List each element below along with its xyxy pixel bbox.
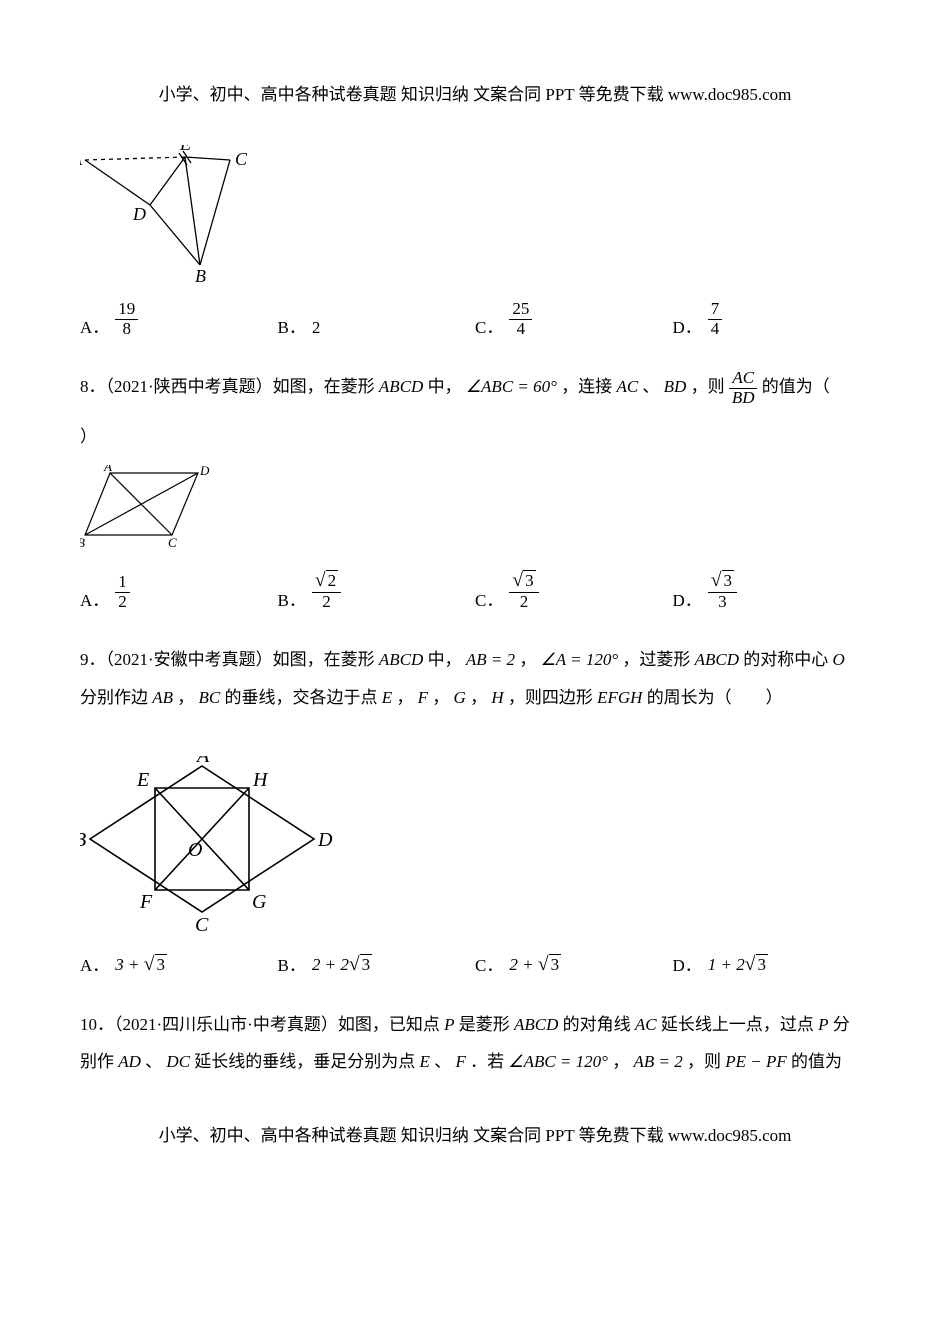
q9-option-c: C． 2 + 3 <box>475 951 673 976</box>
q10-text: 10．（2021·四川乐山市·中考真题）如图，已知点 P 是菱形 ABCD 的对… <box>80 1006 870 1081</box>
q8-figure: A D B C <box>80 465 220 555</box>
q9-option-b: B． 2 + 23 <box>278 951 476 976</box>
fraction: 19 8 <box>115 300 138 338</box>
pt-B: B <box>195 266 206 285</box>
q7-figure: A E C D B <box>80 145 255 285</box>
opt-label: A． <box>80 586 109 611</box>
q7-option-c: C． 25 4 <box>475 300 673 338</box>
fraction: 3 3 <box>708 570 737 611</box>
pt-B: B <box>80 829 86 851</box>
pt-E: E <box>136 769 149 791</box>
opt-label: C． <box>475 586 503 611</box>
q8-options: A． 1 2 B． 2 2 C． 3 2 D． 3 3 <box>80 570 870 611</box>
q9-options: A． 3 + 3 B． 2 + 23 C． 2 + 3 D． 1 + 23 <box>80 951 870 976</box>
pt-C: C <box>235 149 248 169</box>
opt-label: A． <box>80 951 109 976</box>
opt-label: B． <box>278 313 306 338</box>
opt-label: C． <box>475 951 503 976</box>
q7-option-d: D． 7 4 <box>673 300 871 338</box>
fraction: 25 4 <box>509 300 532 338</box>
pt-D: D <box>132 204 146 224</box>
q9-option-d: D． 1 + 23 <box>673 951 871 976</box>
fraction: 7 4 <box>708 300 723 338</box>
opt-label: A． <box>80 313 109 338</box>
pt-G: G <box>252 891 267 913</box>
opt-label: D． <box>673 313 702 338</box>
page-footer: 小学、初中、高中各种试卷真题 知识归纳 文案合同 PPT 等免费下载 www.d… <box>80 1121 870 1146</box>
q8-close: ） <box>80 418 870 455</box>
q9-text: 9．（2021·安徽中考真题）如图，在菱形 ABCD 中， AB = 2 ， ∠… <box>80 641 870 716</box>
pt-E: E <box>179 145 191 154</box>
q8-option-c: C． 3 2 <box>475 570 673 611</box>
pt-A: A <box>80 149 83 169</box>
opt-label: D． <box>673 586 702 611</box>
q8-option-a: A． 1 2 <box>80 573 278 611</box>
pt-F: F <box>139 891 153 913</box>
q9-figure: A B C D E H F G O <box>80 756 340 936</box>
q7-option-a: A． 19 8 <box>80 300 278 338</box>
pt-B: B <box>80 535 85 550</box>
fraction-ac-bd: AC BD <box>729 369 758 407</box>
q8-text: 8．（2021·陕西中考真题）如图，在菱形 ABCD 中， ∠ABC = 60°… <box>80 368 870 407</box>
q7-options: A． 19 8 B． 2 C． 25 4 D． 7 4 <box>80 300 870 338</box>
fraction: 2 2 <box>312 570 341 611</box>
pt-C: C <box>195 914 209 936</box>
pt-H: H <box>252 769 269 791</box>
opt-label: B． <box>278 586 306 611</box>
opt-label: B． <box>278 951 306 976</box>
pt-A: A <box>103 465 112 474</box>
opt-label: D． <box>673 951 702 976</box>
pt-D: D <box>317 829 333 851</box>
q7-option-b: B． 2 <box>278 313 476 338</box>
page-header: 小学、初中、高中各种试卷真题 知识归纳 文案合同 PPT 等免费下载 www.d… <box>80 80 870 105</box>
q9-option-a: A． 3 + 3 <box>80 951 278 976</box>
opt-label: C． <box>475 313 503 338</box>
q8-option-b: B． 2 2 <box>278 570 476 611</box>
pt-A: A <box>195 756 210 767</box>
opt-value: 2 <box>312 318 321 338</box>
pt-C: C <box>168 535 177 550</box>
pt-O: O <box>188 839 202 861</box>
fraction: 3 2 <box>509 570 538 611</box>
q8-option-d: D． 3 3 <box>673 570 871 611</box>
fraction: 1 2 <box>115 573 130 611</box>
pt-D: D <box>199 465 210 478</box>
